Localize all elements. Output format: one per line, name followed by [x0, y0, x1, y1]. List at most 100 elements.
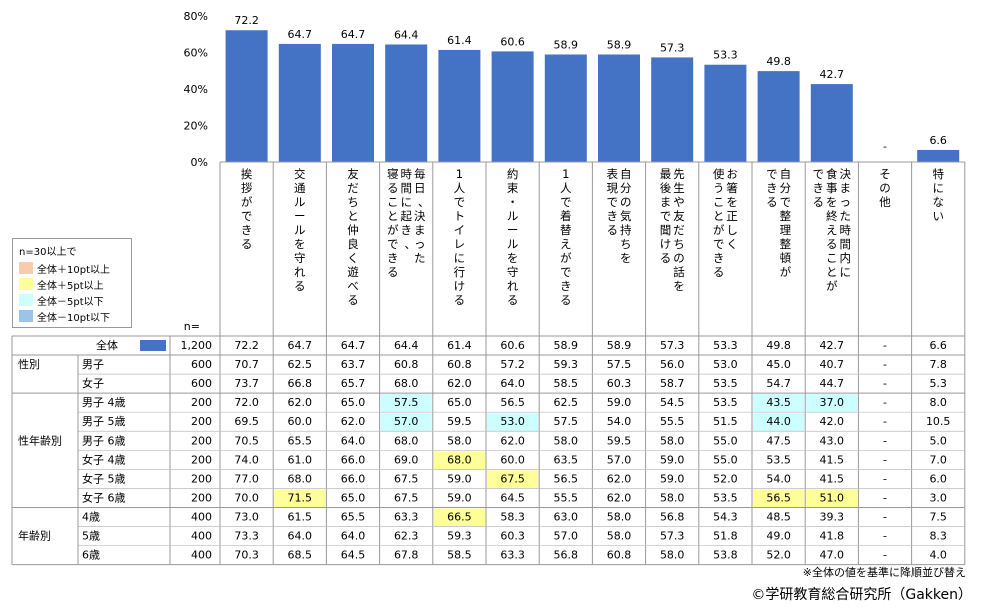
row-label: 男子 5歳	[82, 415, 126, 428]
bar-value-label: 42.7	[820, 68, 845, 81]
category-label-char: く	[726, 237, 738, 251]
bar-value-label: 64.7	[341, 28, 366, 41]
category-label-char: で	[813, 167, 825, 181]
category-label-char: ル	[294, 223, 306, 237]
table-cell-value: 68.5	[288, 549, 313, 562]
category-label-char: 毎	[414, 167, 426, 181]
category-label-char: き	[241, 223, 253, 237]
category-label-char: ま	[840, 181, 852, 195]
category-label-char: で	[241, 209, 253, 223]
table-cell-value: 63.7	[341, 358, 366, 371]
table-cell-value: 64.7	[341, 339, 366, 352]
table-cell-value: 58.0	[607, 530, 632, 543]
table-cell-value: 70.0	[234, 491, 259, 504]
row-n-value: 200	[191, 434, 212, 447]
table-cell-value: 41.8	[820, 530, 845, 543]
table-cell-value: 51.5	[713, 415, 738, 428]
table-cell-value: -	[883, 434, 887, 447]
table-cell-value: 49.8	[766, 339, 791, 352]
category-label-char: が	[713, 223, 725, 237]
category-label-char: 約	[507, 167, 519, 181]
category-label-char: ー	[294, 209, 306, 223]
table-cell-value: 61.0	[288, 453, 313, 466]
category-label-char: 替	[560, 223, 572, 237]
category-label-char: 正	[726, 209, 738, 223]
table-cell-value: 53.8	[713, 549, 738, 562]
bar	[225, 30, 268, 162]
table-cell-value: 60.8	[394, 358, 419, 371]
bar	[491, 51, 534, 162]
category-label-char: 着	[560, 209, 572, 223]
legend-label: 全体－10pt以下	[37, 312, 110, 324]
table-cell-value: -	[883, 491, 887, 504]
table-cell-value: 56.8	[660, 510, 685, 523]
category-label-char: で	[607, 195, 619, 209]
legend-swatch	[19, 262, 33, 274]
category-label-char: 決	[414, 209, 426, 223]
table-cell-value: 53.5	[713, 377, 738, 390]
category-label-char: ち	[673, 237, 685, 251]
category-label-char: る	[826, 237, 838, 251]
table-cell-value: 4.0	[929, 549, 947, 562]
table-cell-value: 41.5	[820, 472, 845, 485]
bar	[704, 64, 747, 162]
table-cell-value: 55.0	[713, 453, 738, 466]
category-label-char: と	[713, 209, 725, 223]
bar-value-label: 64.7	[288, 28, 313, 41]
table-cell-value: 40.7	[820, 358, 845, 371]
category-label-char: 束	[507, 181, 519, 195]
row-n-value: 400	[191, 549, 212, 562]
category-label-char: 理	[780, 223, 792, 237]
legend-label: 全体－5pt以下	[37, 296, 104, 308]
category-label-char: べ	[347, 279, 359, 293]
table-cell-value: 57.2	[500, 358, 525, 371]
category-label-char: 間	[840, 237, 852, 251]
y-tick-label: 60%	[184, 47, 208, 60]
table-cell-value: 64.5	[500, 491, 525, 504]
table-cell-value: 61.5	[288, 510, 313, 523]
table-cell-value: -	[883, 510, 887, 523]
copyright: ©学研教育総合研究所（Gakken）	[751, 587, 972, 603]
table-cell-value: 6.0	[929, 472, 947, 485]
table-cell-value: 65.0	[341, 491, 366, 504]
category-label-char: 挨	[241, 167, 253, 181]
table-cell-value: 7.5	[929, 510, 947, 523]
row-n-value: 600	[191, 358, 212, 371]
table-cell-value: 65.0	[447, 396, 472, 409]
category-label-char: に	[400, 195, 412, 209]
table-cell-value: 5.3	[929, 377, 947, 390]
category-label-char: 通	[294, 181, 306, 195]
table-cell-value: 62.5	[554, 396, 579, 409]
table-cell-value: 37.0	[820, 396, 845, 409]
table-cell-value: 73.3	[234, 530, 259, 543]
table-cell-value: -	[883, 549, 887, 562]
cell-highlight	[433, 451, 485, 470]
category-label-char: 、	[418, 195, 430, 209]
category-label-char: き	[766, 181, 778, 195]
category-label-char: が	[560, 251, 572, 265]
category-label-char: い	[932, 209, 944, 223]
table-cell-value: 65.5	[341, 510, 366, 523]
bar-value-label: 58.9	[554, 39, 579, 52]
table-cell-value: 66.0	[341, 472, 366, 485]
category-label-char: 良	[347, 237, 359, 251]
category-label-char: け	[454, 279, 466, 293]
y-tick-label: 80%	[184, 10, 208, 23]
table-cell-value: 64.0	[288, 530, 313, 543]
cell-highlight	[753, 394, 805, 413]
legend-item: 全体＋10pt以上	[19, 261, 110, 276]
table-cell-value: 63.3	[394, 510, 419, 523]
cell-highlight	[753, 413, 805, 432]
table-cell-value: 59.0	[447, 472, 472, 485]
table-cell-value: 66.8	[288, 377, 313, 390]
bar-value-label: 53.3	[713, 49, 738, 62]
category-label-char: る	[660, 251, 672, 265]
category-label-char: ル	[294, 195, 306, 209]
category-label-char: の	[879, 181, 891, 195]
category-label-char: き	[560, 279, 572, 293]
category-label-char: 人	[560, 181, 572, 195]
table-cell-value: 58.0	[607, 510, 632, 523]
category-label-char: や	[673, 195, 685, 209]
category-label-char: を	[294, 237, 306, 251]
table-cell-value: 65.0	[341, 396, 366, 409]
